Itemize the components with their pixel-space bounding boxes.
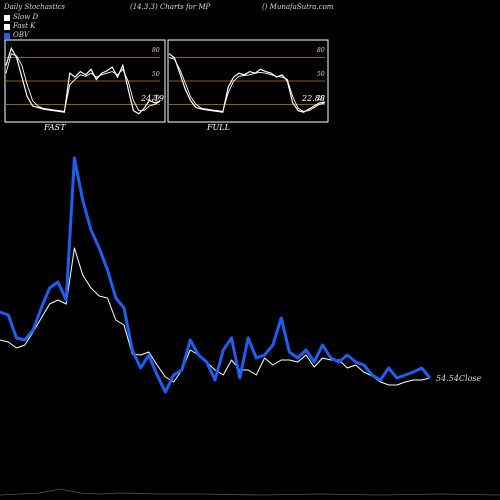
full-level-80: 80 [317, 47, 325, 54]
fast-last-value: 24.19 [140, 94, 164, 103]
full-series-fast-k [168, 53, 326, 113]
volume-line [0, 488, 500, 496]
fast-level-50: 50 [152, 71, 160, 78]
chart-header-middle: (14,3,3) Charts for MP [130, 3, 211, 11]
last-price-label: 54.54Close [436, 374, 482, 383]
legend: Slow D Fast K OBV [4, 13, 38, 40]
legend-swatch-obv [4, 32, 10, 39]
fast-lines [5, 46, 161, 115]
legend-label-slow-d: Slow D [13, 13, 39, 21]
legend-swatch-slow-d [4, 14, 10, 21]
legend-item-fast-k: Fast K [4, 22, 38, 31]
legend-label-fast-k: Fast K [13, 22, 36, 30]
last-price-suffix: Close [459, 374, 482, 383]
full-panel-label: FULL [206, 123, 230, 132]
fast-panel-label: FAST [43, 123, 66, 132]
fast-panel: 80 50 20 24.19 FAST [4, 39, 166, 132]
legend-item-slow-d: Slow D [4, 13, 38, 22]
full-series-slow-d [168, 57, 326, 112]
series-close [0, 247, 431, 386]
full-level-20: 20 [316, 95, 325, 102]
full-level-50: 50 [317, 71, 325, 78]
fast-series-fast-k [5, 46, 161, 115]
chart-header-right: () MunafaSutra.com [262, 3, 334, 11]
chart-header-left: Daily Stochastics [4, 3, 66, 11]
fast-series-slow-d [5, 53, 161, 112]
main-plot [0, 156, 432, 394]
fast-level-20: 20 [151, 95, 160, 102]
full-last-value: 22.88 [301, 94, 325, 103]
full-lines [168, 53, 326, 113]
full-panel: 80 50 20 22.88 FULL [167, 39, 329, 132]
fast-level-80: 80 [152, 47, 160, 54]
last-price-value: 54.54 [436, 374, 459, 383]
legend-swatch-fast-k [4, 23, 10, 30]
series-obv [0, 156, 432, 394]
legend-label-obv: OBV [13, 31, 29, 39]
legend-item-obv: OBV [4, 31, 38, 40]
